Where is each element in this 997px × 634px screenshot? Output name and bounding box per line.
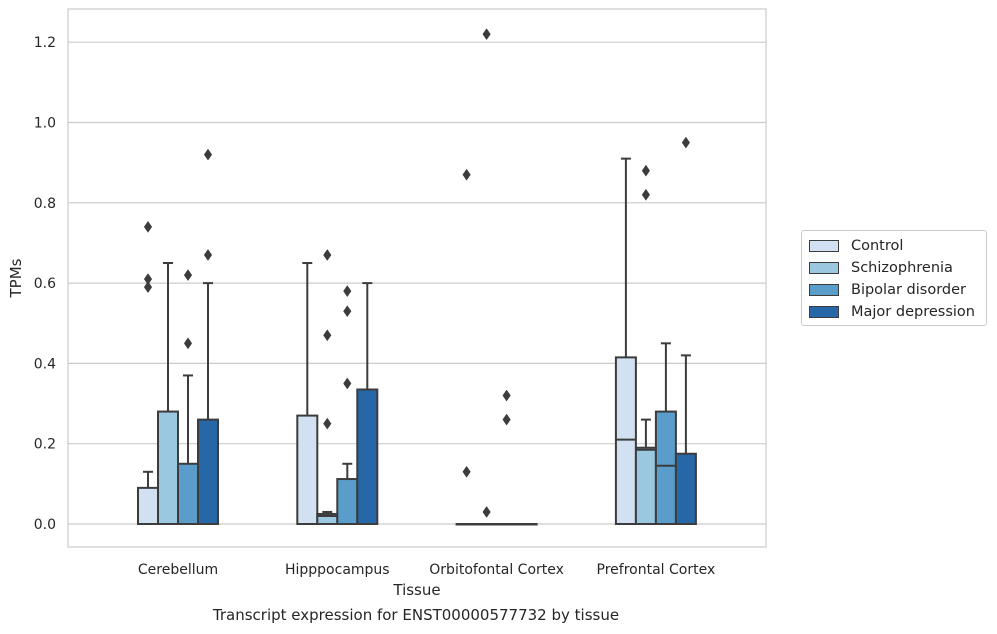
box-body	[157, 410, 179, 525]
outlier-point	[323, 417, 332, 430]
box-control	[296, 262, 319, 525]
outlier-point	[323, 249, 332, 261]
legend-label-major-depression: Major depression	[851, 304, 975, 320]
y-tick-label: 0.0	[34, 517, 56, 533]
y-tick-label: 1.2	[34, 35, 56, 51]
box-major-depression	[674, 136, 697, 525]
outlier-point	[343, 377, 352, 390]
box-body	[137, 486, 159, 525]
box-body	[296, 414, 319, 525]
y-tick-label: 0.8	[34, 196, 56, 212]
box-body	[654, 410, 677, 525]
x-axis-label: Tissue	[392, 581, 440, 599]
outlier-point	[323, 329, 332, 342]
x-tick-label: Hipppocampus	[285, 562, 390, 578]
box-major-depression	[515, 523, 538, 526]
box-control	[137, 220, 159, 525]
box-body	[336, 478, 359, 526]
outlier-point	[203, 148, 213, 161]
outlier-point	[143, 220, 153, 233]
legend-swatch-major-depression	[809, 306, 839, 318]
x-tick-label: Cerebellum	[138, 562, 218, 578]
outlier-point	[343, 285, 352, 298]
x-tick-label: Orbitofontal Cortex	[429, 562, 564, 578]
box-body	[197, 418, 219, 525]
y-tick-label: 0.6	[34, 276, 56, 292]
box-bipolar-disorder	[495, 389, 518, 526]
box-control	[614, 157, 637, 525]
outlier-point	[462, 168, 471, 181]
outlier-point	[502, 389, 511, 402]
outlier-point	[641, 188, 651, 201]
legend-label-schizophrenia: Schizophrenia	[851, 260, 953, 276]
box-control	[455, 168, 478, 526]
legend: Control Schizophrenia Bipolar disorder M…	[801, 230, 987, 326]
box-major-depression	[197, 148, 219, 525]
legend-item-bipolar-disorder: Bipolar disorder	[809, 280, 966, 300]
legend-swatch-control	[809, 240, 839, 252]
outlier-point	[183, 337, 193, 350]
legend-label-control: Control	[851, 238, 904, 254]
outlier-point	[482, 506, 491, 518]
y-tick-label: 0.2	[34, 437, 56, 453]
box-bipolar-disorder	[654, 342, 677, 525]
legend-item-control: Control	[809, 236, 903, 256]
y-tick-label: 1.0	[34, 116, 56, 132]
outlier-point	[641, 164, 651, 177]
box-major-depression	[356, 282, 379, 525]
legend-item-schizophrenia: Schizophrenia	[809, 258, 953, 278]
box-bipolar-disorder	[336, 285, 359, 526]
y-tick-label: 0.4	[34, 356, 56, 372]
y-axis-label: TPMs	[7, 258, 25, 298]
box-body	[356, 388, 379, 525]
outlier-point	[502, 413, 511, 426]
box-body	[674, 452, 697, 525]
outlier-point	[183, 269, 193, 282]
outlier-point	[681, 136, 691, 149]
box-body	[614, 356, 637, 525]
legend-swatch-schizophrenia	[809, 262, 839, 274]
box-body	[177, 462, 199, 525]
boxes	[137, 28, 697, 526]
legend-swatch-bipolar-disorder	[809, 284, 839, 296]
outlier-point	[482, 28, 491, 41]
box-schizophrenia	[634, 164, 657, 525]
outlier-point	[203, 249, 213, 261]
legend-label-bipolar-disorder: Bipolar disorder	[851, 282, 966, 298]
x-tick-label: Prefrontal Cortex	[597, 562, 716, 578]
y-tick-labels: 0.0 0.2 0.4 0.6 0.8 1.0 1.2	[34, 35, 56, 533]
box-body	[634, 446, 657, 525]
legend-item-major-depression: Major depression	[809, 302, 975, 322]
outlier-point	[143, 281, 153, 294]
x-tick-labels: Cerebellum Hipppocampus Orbitofontal Corte…	[138, 562, 715, 578]
outlier-point	[343, 305, 352, 318]
outlier-point	[462, 465, 471, 478]
figure-caption: Transcript expression for ENST0000057773…	[212, 606, 620, 624]
